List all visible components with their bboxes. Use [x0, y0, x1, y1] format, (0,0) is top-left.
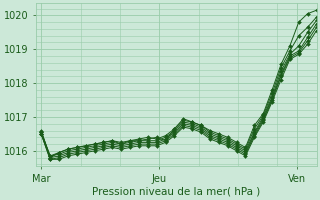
- X-axis label: Pression niveau de la mer( hPa ): Pression niveau de la mer( hPa ): [92, 187, 260, 197]
